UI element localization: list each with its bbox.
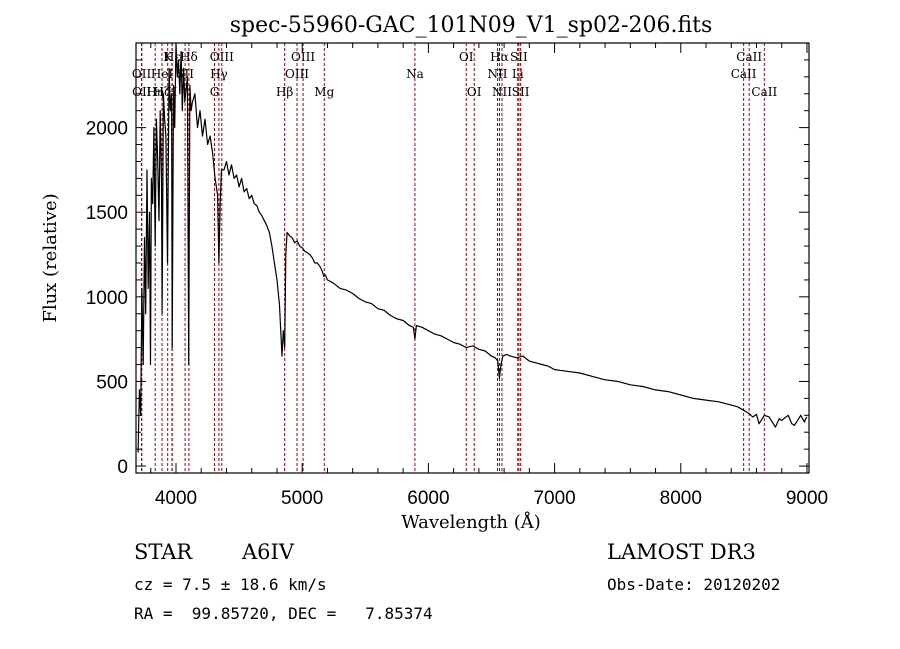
x-tick-label: 5000: [281, 488, 323, 509]
object-class: STAR: [134, 540, 193, 564]
obs-date: Obs-Date: 20120202: [607, 575, 781, 594]
x-axis-ticks: [150, 43, 808, 473]
spectral-line-label: Hδ: [180, 50, 198, 64]
spectral-line-label: OIII: [210, 50, 234, 64]
spectral-line-label: Hη: [146, 85, 164, 99]
redshift-readout: cz = 7.5 ± 18.6 km/s: [134, 575, 327, 594]
spectral-line-label: Hα: [490, 50, 509, 64]
x-tick-label: 7000: [533, 488, 575, 509]
y-axis-tick-labels: 0 500 1000 1500 2000: [86, 119, 128, 478]
y-tick-label: 2000: [86, 119, 128, 140]
x-tick-label: 9000: [786, 488, 828, 509]
spectral-line-label: OI: [467, 85, 482, 99]
spectral-line-label: Na: [406, 67, 424, 81]
spectral-line-label: NII: [492, 85, 512, 99]
spectral-line-label: Hζ: [154, 85, 171, 99]
spectral-line-label: NII: [488, 67, 508, 81]
spectral-line-label: K: [163, 50, 173, 64]
plot-frame: [135, 42, 810, 474]
spectral-line-label: SII: [512, 85, 530, 99]
spectral-line-label: OIII: [291, 50, 315, 64]
spectral-line-label: CaII: [731, 67, 757, 81]
spectral-line-label: Hγ: [210, 67, 228, 81]
y-tick-label: 500: [96, 372, 128, 393]
spectral-line-label: Mg: [314, 85, 334, 99]
spectral-line-label: H: [167, 85, 177, 99]
y-axis-label: Flux (relative): [40, 193, 61, 322]
spectral-line-label: OII: [132, 67, 152, 81]
spectral-line-label: Li: [512, 67, 524, 81]
series-layer: [137, 42, 808, 453]
y-axis-ticks: [136, 42, 809, 467]
spectral-line-label: OI: [459, 50, 474, 64]
spectral-line-label: OII: [132, 85, 152, 99]
object-subclass: A6IV: [242, 540, 294, 564]
spectral-line-label: OIII: [285, 67, 309, 81]
spectral-line-label: G: [210, 85, 220, 99]
x-tick-label: 8000: [660, 488, 702, 509]
survey-label: LAMOST DR3: [607, 540, 756, 564]
spectral-line-label: HeI: [151, 67, 174, 81]
x-axis-tick-labels: 4000 5000 6000 7000 8000 9000: [155, 488, 828, 509]
coordinates-readout: RA = 99.85720, DEC = 7.85374: [134, 604, 433, 623]
spectral-line-label: CaII: [751, 85, 777, 99]
y-tick-label: 1500: [86, 203, 128, 224]
spectral-line-label: SII: [510, 50, 528, 64]
x-tick-label: 6000: [407, 488, 449, 509]
chart-title: spec-55960-GAC_101N09_V1_sp02-206.fits: [230, 13, 713, 38]
spectral-line-markers: [141, 43, 765, 473]
y-tick-label: 0: [117, 457, 128, 478]
y-tick-label: 1000: [86, 288, 128, 309]
spectral-line-label: Hβ: [276, 85, 293, 99]
spectral-line-label: CaII: [736, 50, 762, 64]
x-tick-label: 4000: [155, 488, 197, 509]
x-axis-label: Wavelength (Å): [401, 511, 541, 533]
spectrum-line: [137, 42, 808, 453]
